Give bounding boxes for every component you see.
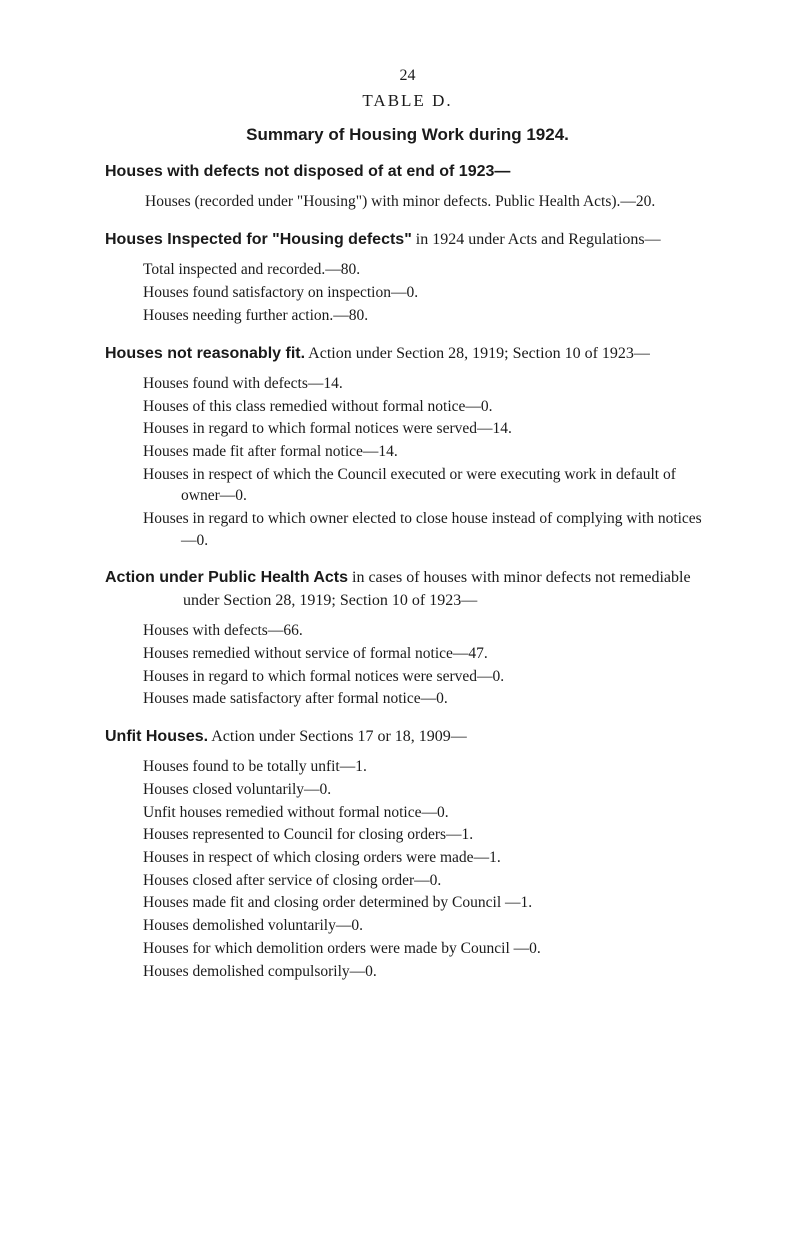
section-unfit-houses: Unfit Houses. Action under Sections 17 o… [105,726,710,982]
section4-heading: Action under Public Health Acts in cases… [105,567,710,612]
main-heading: Summary of Housing Work during 1924. [105,123,710,147]
section5-item: Houses demolished voluntarily—0. [143,915,710,937]
section5-item: Houses closed voluntarily—0. [143,779,710,801]
section5-item: Unfit houses remedied without formal not… [143,802,710,824]
section2-heading-bold: Houses Inspected for "Housing defects" [105,231,412,248]
page-number: 24 [105,65,710,87]
section4-items: Houses with defects—66. Houses remedied … [143,620,710,710]
section1-heading-bold: Houses with defects not disposed of at e… [105,163,510,180]
section3-heading-bold: Houses not reasonably fit. [105,345,305,362]
section3-item: Houses in regard to which formal notices… [143,418,710,440]
section4-item: Houses with defects—66. [143,620,710,642]
section3-item: Houses in regard to which owner elected … [143,508,710,551]
section3-item: Houses found with defects—14. [143,373,710,395]
section2-heading-rest: in 1924 under Acts and Regulations— [412,231,661,248]
section5-heading: Unfit Houses. Action under Sections 17 o… [105,726,710,748]
section5-heading-rest: Action under Sections 17 or 18, 1909— [208,728,467,745]
section5-heading-bold: Unfit Houses. [105,728,208,745]
section-public-health-acts: Action under Public Health Acts in cases… [105,567,710,710]
section2-item: Total inspected and recorded.—80. [143,259,710,281]
section3-heading: Houses not reasonably fit. Action under … [105,343,710,365]
section4-item: Houses in regard to which formal notices… [143,666,710,688]
section5-item: Houses demolished compulsorily—0. [143,961,710,983]
section5-items: Houses found to be totally unfit—1. Hous… [143,756,710,982]
section2-item: Houses needing further action.—80. [143,305,710,327]
section4-item: Houses remedied without service of forma… [143,643,710,665]
section2-item: Houses found satisfactory on inspection—… [143,282,710,304]
section5-item: Houses in respect of which closing order… [143,847,710,869]
section3-heading-rest: Action under Section 28, 1919; Section 1… [305,345,650,362]
section4-heading-bold: Action under Public Health Acts [105,569,348,586]
table-title: TABLE D. [105,89,710,113]
section5-item: Houses made fit and closing order determ… [143,892,710,914]
section3-item: Houses made fit after formal notice—14. [143,441,710,463]
section4-item: Houses made satisfactory after formal no… [143,688,710,710]
section5-item: Houses for which demolition orders were … [143,938,710,960]
section2-heading: Houses Inspected for "Housing defects" i… [105,229,710,251]
section3-item: Houses of this class remedied without fo… [143,396,710,418]
section5-item: Houses closed after service of closing o… [143,870,710,892]
section-defects-1923: Houses with defects not disposed of at e… [105,161,710,213]
section1-heading: Houses with defects not disposed of at e… [105,161,710,183]
section3-items: Houses found with defects—14. Houses of … [143,373,710,552]
section-not-reasonably-fit: Houses not reasonably fit. Action under … [105,343,710,552]
section-inspected: Houses Inspected for "Housing defects" i… [105,229,710,326]
section3-item: Houses in respect of which the Council e… [143,464,710,507]
section5-item: Houses represented to Council for closin… [143,824,710,846]
section1-item: Houses (recorded under "Housing") with m… [105,191,710,213]
section5-item: Houses found to be totally unfit—1. [143,756,710,778]
section2-items: Total inspected and recorded.—80. Houses… [143,259,710,326]
